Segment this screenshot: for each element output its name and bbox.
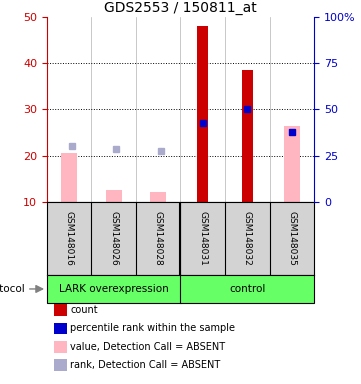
Title: GDS2553 / 150811_at: GDS2553 / 150811_at: [104, 1, 257, 15]
Bar: [106, 190, 122, 202]
Bar: [284, 126, 300, 202]
Bar: [151, 192, 166, 202]
Text: GSM148035: GSM148035: [287, 211, 296, 265]
Text: GSM148026: GSM148026: [109, 211, 118, 265]
Text: GSM148016: GSM148016: [65, 211, 74, 265]
Bar: [180, 275, 314, 303]
Text: GSM148032: GSM148032: [243, 211, 252, 265]
Text: percentile rank within the sample: percentile rank within the sample: [70, 323, 235, 333]
Text: protocol: protocol: [0, 284, 25, 294]
Bar: [242, 70, 253, 202]
Text: control: control: [229, 284, 265, 294]
Text: rank, Detection Call = ABSENT: rank, Detection Call = ABSENT: [70, 360, 221, 370]
Text: count: count: [70, 305, 98, 315]
Text: GSM148028: GSM148028: [154, 211, 163, 265]
Text: LARK overexpression: LARK overexpression: [59, 284, 169, 294]
Bar: [47, 275, 180, 303]
Bar: [197, 26, 208, 202]
Text: GSM148031: GSM148031: [198, 211, 207, 265]
Text: value, Detection Call = ABSENT: value, Detection Call = ABSENT: [70, 342, 226, 352]
Bar: [61, 153, 77, 202]
